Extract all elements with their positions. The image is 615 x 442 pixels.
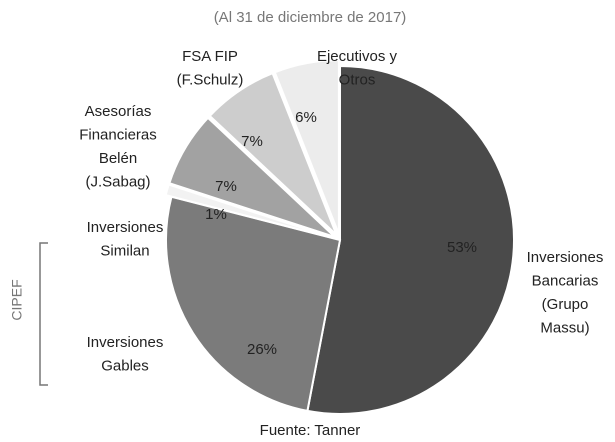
- pie-slice: [164, 183, 335, 240]
- pie-slice: [306, 64, 515, 415]
- source: Fuente: Tanner: [260, 422, 361, 439]
- category-label: Inversiones: [527, 249, 604, 266]
- category-label: Asesorías: [85, 103, 152, 120]
- data-label: 6%: [295, 109, 317, 126]
- chart-subtitle: (Al 31 de diciembre de 2017): [214, 9, 407, 26]
- data-label: 7%: [241, 133, 263, 150]
- pie-slice: [165, 195, 342, 413]
- category-label: Otros: [339, 71, 376, 88]
- data-label: 26%: [247, 341, 277, 358]
- pie-slice: [168, 116, 336, 238]
- category-label: Belén: [99, 150, 137, 167]
- category-label: Gables: [101, 357, 149, 374]
- category-label: Financieras: [79, 126, 157, 143]
- category-label: Ejecutivos y: [317, 48, 398, 65]
- group-bracket: [39, 242, 48, 386]
- group-label: CIPEF: [9, 279, 25, 320]
- category-label: (J.Sabag): [85, 173, 150, 190]
- category-label: (Grupo: [542, 296, 589, 313]
- data-label: 7%: [215, 178, 237, 195]
- data-label: 53%: [447, 239, 477, 256]
- category-label: Bancarias: [532, 272, 599, 289]
- pie-slice: [208, 71, 338, 236]
- category-label: Massu): [540, 319, 589, 336]
- category-label: Inversiones: [87, 219, 164, 236]
- category-label: Similan: [100, 242, 149, 259]
- category-label: FSA FIP: [182, 48, 238, 65]
- data-label: 1%: [205, 206, 227, 223]
- category-label: Inversiones: [87, 334, 164, 351]
- category-label: (F.Schulz): [177, 71, 244, 88]
- pie-slice: [273, 59, 340, 235]
